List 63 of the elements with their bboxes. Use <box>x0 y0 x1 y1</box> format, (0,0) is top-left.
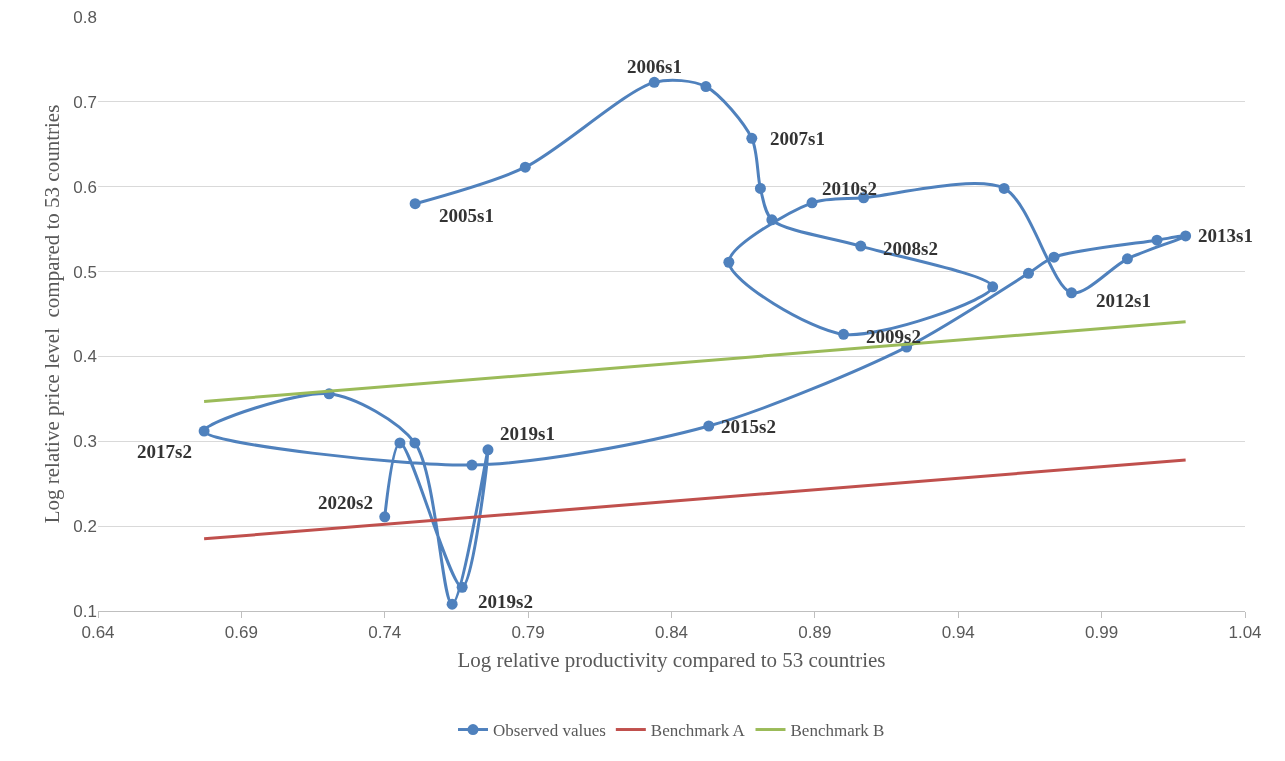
annotation: 2019s1 <box>500 423 555 444</box>
point <box>519 161 531 173</box>
point <box>1048 251 1060 263</box>
point <box>1151 234 1163 246</box>
x-tick-label: 0.84 <box>654 623 689 643</box>
annotation: 2005s1 <box>439 205 494 226</box>
point <box>754 182 766 194</box>
point <box>1066 287 1078 299</box>
y-tick-label: 0.4 <box>73 347 97 367</box>
x-tick-label: 0.99 <box>1085 623 1119 643</box>
x-tick-label: 0.79 <box>511 623 545 643</box>
point <box>1023 267 1034 279</box>
x-tick-label: 0.64 <box>81 623 115 643</box>
annotation: 2010s2 <box>822 178 877 199</box>
point <box>198 425 210 437</box>
x-tick-label: 0.69 <box>224 623 258 643</box>
point <box>409 198 421 210</box>
point <box>466 459 478 471</box>
point <box>446 598 458 610</box>
annotation: 2020s2 <box>318 492 373 513</box>
x-tick-label: 0.89 <box>798 623 832 643</box>
point <box>648 76 660 88</box>
y-tick-label: 0.1 <box>73 601 97 621</box>
annotation: 2007s1 <box>770 128 825 149</box>
legend-label: Observed values <box>493 721 606 741</box>
point <box>379 511 391 523</box>
point <box>409 437 421 449</box>
point <box>855 240 867 252</box>
point <box>1121 253 1133 265</box>
x-tick-label: 1.04 <box>1228 623 1262 643</box>
y-tick-label: 0.3 <box>73 432 97 452</box>
point <box>700 81 712 93</box>
x-axis-title: Log relative productivity compared to 53 countries <box>457 647 886 672</box>
annotation: 2015s2 <box>721 416 776 437</box>
point <box>723 256 735 268</box>
point <box>998 182 1010 194</box>
annotation: 2013s1 <box>1198 225 1253 246</box>
y-tick-label: 0.2 <box>73 517 97 537</box>
y-tick-label: 0.7 <box>73 92 97 112</box>
point <box>838 328 850 340</box>
point <box>806 197 818 209</box>
annotation: 2012s1 <box>1096 290 1151 311</box>
x-tick-label: 0.94 <box>941 623 975 643</box>
point <box>766 214 778 226</box>
annotation: 2008s2 <box>883 238 938 259</box>
x-tick-label: 0.74 <box>368 623 402 643</box>
y-tick-label: 0.8 <box>73 7 97 27</box>
annotation: 2019s2 <box>478 591 533 612</box>
legend-label: Benchmark B <box>790 721 885 741</box>
point <box>987 281 999 293</box>
annotation: 2017s2 <box>137 441 192 462</box>
y-axis-title: Log relative price level compared to 53 countries <box>39 104 64 524</box>
y-tick-label: 0.6 <box>73 177 97 197</box>
annotation: 2006s1 <box>627 56 682 77</box>
point <box>746 132 758 144</box>
point <box>1180 230 1192 242</box>
y-tick-label: 0.5 <box>73 262 97 282</box>
annotation: 2009s2 <box>866 326 921 347</box>
point <box>482 444 494 456</box>
legend-label: Benchmark A <box>650 721 746 741</box>
point <box>703 420 715 432</box>
point <box>394 437 406 449</box>
point <box>456 581 468 593</box>
